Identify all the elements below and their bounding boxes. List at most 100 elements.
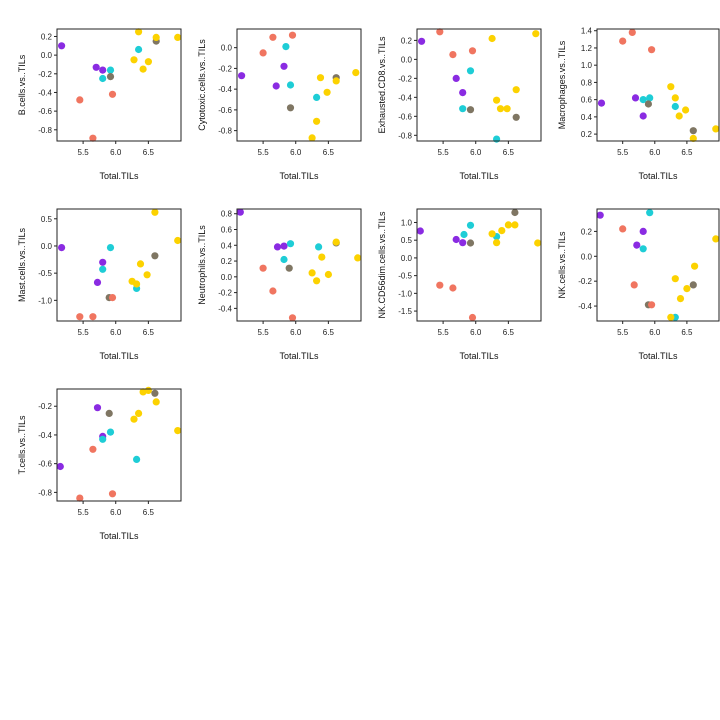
data-point [712, 235, 720, 243]
data-point [280, 255, 288, 264]
data-point [466, 221, 475, 229]
x-tick-label: 6.0 [470, 148, 482, 157]
data-point [269, 287, 277, 295]
y-tick-label: -0.4 [38, 431, 52, 440]
data-point [151, 389, 159, 397]
data-point [269, 33, 277, 41]
data-point [466, 106, 475, 114]
data-point [691, 262, 699, 270]
data-point [639, 245, 647, 253]
data-point [675, 112, 683, 120]
data-point [273, 243, 282, 251]
data-point [532, 30, 540, 38]
data-point [106, 244, 115, 252]
plot-frame [596, 28, 720, 142]
data-point [459, 239, 467, 247]
data-point [89, 313, 97, 321]
data-point [139, 65, 147, 73]
scatter-panel: 5.5 6.0 6.5 -0.8 -0.6 -0.4 -0.2 0.0 0.2 Total.TIL… [17, 28, 182, 181]
data-point [648, 301, 656, 309]
data-point [466, 67, 475, 75]
data-point [496, 105, 505, 113]
plot-frame [416, 208, 542, 322]
y-tick-label: 0.2 [401, 36, 413, 45]
y-axis-title: Cytotoxic.cells.vs..TILs [197, 39, 207, 131]
y-tick-label: 0.8 [581, 78, 593, 87]
data-point [259, 49, 267, 57]
data-point [468, 313, 477, 322]
x-tick-label: 6.0 [470, 328, 482, 337]
x-tick-label: 6.0 [110, 508, 122, 517]
x-axis-title: Total.TILs [279, 171, 319, 181]
data-point [493, 239, 501, 247]
data-point [671, 102, 679, 111]
data-point [280, 62, 288, 70]
y-tick-label: 0.2 [41, 32, 53, 41]
y-tick-label: -0.6 [218, 106, 232, 115]
data-point [452, 235, 460, 244]
y-tick-label: -0.8 [38, 488, 52, 497]
y-axis-title: Exhausted.CD8.vs..TILs [377, 36, 387, 134]
y-axis-title: B.cells.vs..TILs [17, 54, 27, 115]
plot-frame [56, 28, 182, 142]
data-point [105, 409, 113, 417]
data-point [633, 241, 641, 249]
data-point [99, 66, 107, 74]
x-tick-label: 5.5 [617, 328, 629, 337]
x-tick-label: 5.5 [78, 148, 90, 157]
data-point [488, 230, 496, 238]
x-tick-label: 6.5 [143, 148, 155, 157]
plot-frame [236, 208, 362, 322]
x-tick-label: 5.5 [438, 328, 450, 337]
data-point [238, 72, 246, 80]
data-point [596, 211, 604, 219]
data-point [631, 94, 640, 102]
x-axis-title: Total.TILs [459, 171, 499, 181]
data-point [136, 260, 145, 268]
x-axis-title: Total.TILs [638, 351, 678, 361]
y-tick-label: -0.8 [38, 126, 52, 135]
x-tick-label: 6.0 [649, 148, 661, 157]
data-point [315, 243, 323, 251]
data-point [534, 239, 542, 247]
data-point [468, 47, 477, 55]
y-tick-label: -0.8 [218, 127, 232, 136]
data-point [130, 415, 138, 423]
data-point [56, 462, 64, 471]
data-point [152, 33, 160, 42]
data-point [135, 28, 143, 36]
y-axis-title: NK.CD56dim.cells.vs..TILs [377, 211, 387, 319]
data-point [639, 112, 647, 120]
data-point [352, 69, 360, 77]
x-axis-title: Total.TILs [459, 351, 499, 361]
x-tick-label: 6.5 [681, 328, 693, 337]
y-tick-label: -0.4 [578, 302, 592, 311]
data-point [332, 77, 340, 85]
data-point [282, 43, 290, 51]
data-point [76, 96, 84, 104]
data-point [639, 96, 647, 104]
data-point [452, 74, 460, 82]
y-tick-label: -0.2 [578, 277, 592, 286]
data-point [324, 270, 332, 279]
y-tick-label: -0.2 [38, 402, 52, 411]
x-tick-label: 6.5 [143, 328, 155, 337]
data-point [288, 31, 297, 39]
data-point [236, 208, 244, 216]
y-tick-label: 0.5 [401, 236, 413, 245]
data-point [108, 294, 117, 302]
y-tick-label: -1.5 [398, 307, 412, 316]
y-tick-label: 1.0 [581, 61, 593, 70]
y-tick-label: 0.0 [221, 273, 233, 282]
data-point [76, 494, 84, 502]
data-point [151, 208, 159, 216]
y-tick-label: 1.2 [581, 44, 593, 53]
y-tick-label: -0.4 [218, 85, 232, 94]
y-tick-label: -0.5 [398, 272, 412, 281]
data-point [671, 275, 679, 283]
data-point [286, 81, 295, 89]
data-point [459, 89, 467, 97]
data-point [512, 86, 520, 94]
data-point [628, 28, 636, 36]
data-point [152, 398, 160, 406]
